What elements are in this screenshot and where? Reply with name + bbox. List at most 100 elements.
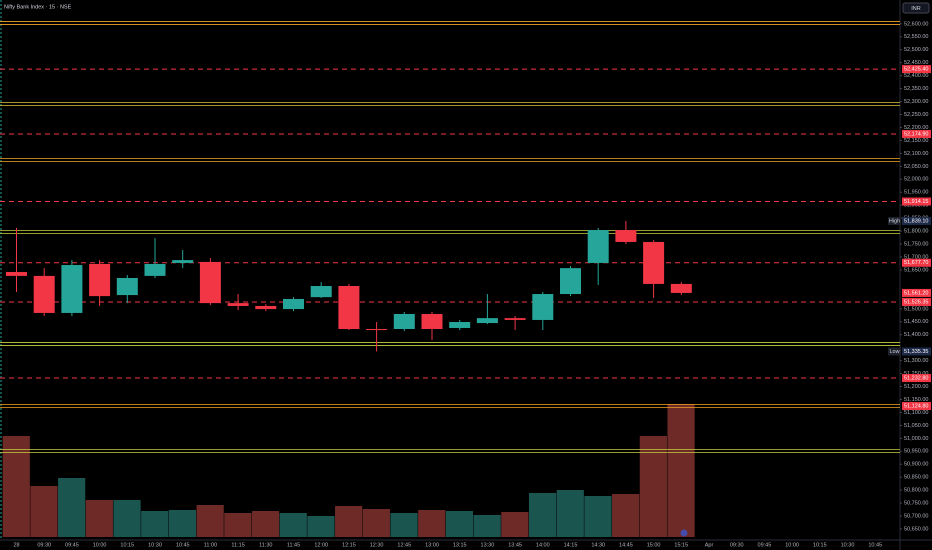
volume-bar bbox=[196, 505, 224, 537]
x-tick-label: 09:45 bbox=[758, 542, 772, 548]
last-price-box bbox=[902, 288, 931, 297]
y-tick-label: 51,950.00 bbox=[904, 190, 928, 196]
x-tick-label: 10:30 bbox=[841, 542, 855, 548]
marker-value: 51,839.10 bbox=[904, 218, 928, 224]
marker-name-box bbox=[888, 347, 901, 356]
y-tick-label: 52,150.00 bbox=[904, 138, 928, 144]
candle-body bbox=[61, 265, 83, 313]
y-tick-label: 52,200.00 bbox=[904, 125, 928, 131]
x-tick-label: 15:00 bbox=[647, 542, 661, 548]
x-tick-label: 11:30 bbox=[259, 542, 272, 548]
volume-bar bbox=[307, 516, 335, 537]
volume-bar bbox=[667, 404, 695, 537]
currency-button[interactable] bbox=[902, 2, 930, 14]
volume-bar bbox=[113, 500, 141, 537]
marker-value-box bbox=[902, 347, 931, 356]
x-tick-label: 10:15 bbox=[120, 542, 134, 548]
x-tick-label: 09:30 bbox=[730, 542, 744, 548]
y-tick-label: 51,700.00 bbox=[904, 254, 928, 260]
x-tick-label: 13:45 bbox=[508, 542, 522, 548]
volume-bar bbox=[612, 494, 640, 537]
y-tick-label: 50,700.00 bbox=[904, 514, 928, 520]
candle-body bbox=[615, 230, 637, 242]
x-tick-label: 14:15 bbox=[564, 542, 578, 548]
level-label-box bbox=[902, 258, 931, 267]
marker-name: Low bbox=[889, 349, 899, 355]
candle-body bbox=[172, 260, 194, 263]
y-tick-label: 51,900.00 bbox=[904, 203, 928, 209]
y-tick-label: 52,550.00 bbox=[904, 34, 928, 40]
candle-body bbox=[116, 277, 138, 296]
x-tick-label: 13:00 bbox=[425, 542, 439, 548]
level-label-box bbox=[902, 297, 931, 306]
y-tick-label: 51,500.00 bbox=[904, 306, 928, 312]
candle-body bbox=[670, 283, 692, 293]
x-tick-label: 12:00 bbox=[314, 542, 328, 548]
x-tick-label: 10:15 bbox=[813, 542, 827, 548]
x-tick-label: 10:45 bbox=[176, 542, 190, 548]
y-tick-label: 52,500.00 bbox=[904, 47, 928, 53]
candle-body bbox=[199, 261, 221, 304]
x-tick-label: 10:00 bbox=[785, 542, 799, 548]
x-tick-label: 10:00 bbox=[93, 542, 107, 548]
volume-bar bbox=[445, 511, 474, 537]
x-tick-label: 14:45 bbox=[619, 542, 633, 548]
volume-bar bbox=[528, 493, 557, 537]
candle-body bbox=[255, 305, 277, 310]
label-layer: 52,425.40 52,174.90 51,914.15 51,677.70 51,5… bbox=[888, 65, 931, 411]
candle-body bbox=[643, 241, 665, 284]
y-tick-label: 51,100.00 bbox=[904, 410, 928, 416]
x-tick-label: 10:45 bbox=[868, 542, 882, 548]
y-tick-label: 52,400.00 bbox=[904, 73, 928, 79]
x-tick-label: 12:45 bbox=[397, 542, 411, 548]
level-label: 52,425.40 bbox=[904, 67, 928, 73]
volume-bar bbox=[2, 436, 30, 537]
volume-bar bbox=[141, 511, 169, 537]
x-tick-label: 14:30 bbox=[591, 542, 605, 548]
y-tick-label: 50,750.00 bbox=[904, 501, 928, 507]
volume-bar bbox=[168, 510, 197, 537]
candle-body bbox=[144, 263, 166, 276]
candle-body bbox=[504, 318, 526, 320]
candle-body bbox=[587, 230, 609, 263]
level-label-box bbox=[902, 65, 931, 74]
marker-name: High bbox=[889, 218, 900, 224]
x-tick-label: 09:30 bbox=[37, 542, 51, 548]
volume-bar bbox=[390, 513, 418, 537]
y-tick-label: 51,400.00 bbox=[904, 332, 928, 338]
y-tick-label: 52,600.00 bbox=[904, 21, 928, 27]
y-tick-label: 51,050.00 bbox=[904, 423, 928, 429]
volume-bar bbox=[58, 478, 86, 537]
volume-bar bbox=[224, 513, 252, 537]
volume-bar bbox=[473, 515, 501, 537]
y-tick-label: 51,250.00 bbox=[904, 371, 928, 377]
candle-body bbox=[560, 268, 581, 295]
candle-body bbox=[33, 275, 55, 313]
level-label: 51,526.35 bbox=[904, 299, 928, 305]
y-tick-label: 50,850.00 bbox=[904, 475, 928, 481]
y-tick-label: 51,200.00 bbox=[904, 384, 928, 390]
last-price-label: 51,561.20 bbox=[904, 290, 928, 296]
y-tick-label: 52,000.00 bbox=[904, 177, 928, 183]
candle-layer bbox=[6, 220, 692, 352]
level-label-box bbox=[902, 402, 931, 411]
volume-bar bbox=[639, 436, 667, 537]
x-tick-label: 15:15 bbox=[674, 542, 688, 548]
currency-label[interactable]: INR bbox=[911, 6, 921, 12]
event-icon[interactable] bbox=[680, 529, 688, 537]
candle-body bbox=[449, 322, 471, 328]
volume-bar bbox=[584, 496, 612, 537]
candle-body bbox=[89, 263, 111, 297]
x-tick-label: 13:15 bbox=[453, 542, 467, 548]
candle-body bbox=[393, 313, 415, 330]
candle-body bbox=[338, 286, 360, 330]
level-label-box bbox=[902, 129, 931, 138]
x-tick-label: 13:30 bbox=[481, 542, 495, 548]
y-tick-label: 51,000.00 bbox=[904, 436, 928, 442]
x-tick-label: 11:15 bbox=[231, 542, 244, 548]
volume-bar bbox=[556, 490, 584, 537]
volume-bar bbox=[362, 509, 390, 537]
level-label: 51,124.80 bbox=[904, 403, 928, 409]
